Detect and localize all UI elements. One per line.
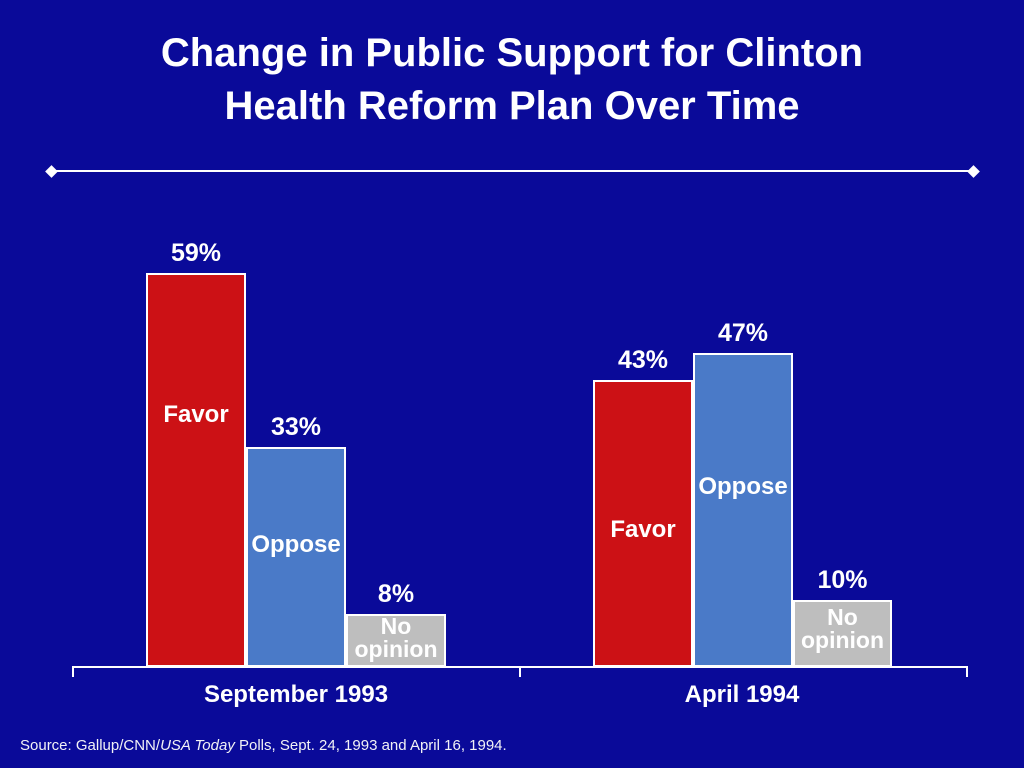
bar-value-label: 33% <box>270 413 322 441</box>
bar-april-1994-oppose: 47% <box>693 319 793 667</box>
page-title-line-2: Health Reform Plan Over Time <box>224 84 800 128</box>
bar-value-label: 43% <box>617 346 669 374</box>
source-note: Source: Gallup/CNN/USA Today Polls, Sept… <box>20 737 507 754</box>
bar-april-1994-favor: 43% <box>593 346 693 667</box>
bar-value-label: 47% <box>717 319 769 347</box>
bar-april-1994-no-opinion: 10% <box>793 566 892 667</box>
bar-series-label-no-opinion: No opinion <box>354 613 438 662</box>
bar-value-label: 8% <box>377 580 415 608</box>
x-axis-tick <box>519 666 521 677</box>
x-axis-tick <box>72 666 74 677</box>
category-label-september-1993: September 1993 <box>203 681 389 708</box>
source-note-prefix: Source: Gallup/CNN/ <box>20 737 161 754</box>
bar-series-label-favor: Favor <box>163 401 229 428</box>
bar-value-label: 59% <box>170 239 222 267</box>
divider-diamond-left-icon <box>44 164 58 178</box>
bar-series-label-no-opinion: No opinion <box>800 604 885 653</box>
divider-diamond-right-icon <box>966 164 980 178</box>
page-title: Change in Public Support for Clinton Hea… <box>0 27 1024 133</box>
x-axis-tick <box>966 666 968 677</box>
source-note-publication: USA Today <box>160 737 235 754</box>
page-title-line-1: Change in Public Support for Clinton <box>160 31 864 75</box>
source-note-suffix: Polls, Sept. 24, 1993 and April 16, 1994… <box>234 737 507 754</box>
bar-series-label-oppose: Oppose <box>698 473 788 500</box>
bar-series-label-oppose: Oppose <box>251 531 341 558</box>
bar-series-label-favor: Favor <box>610 516 676 543</box>
title-divider-line <box>44 164 980 178</box>
bar-september-1993-no-opinion: 8% <box>346 580 446 667</box>
category-label-april-1994: April 1994 <box>684 681 800 708</box>
bar-value-label: 10% <box>817 566 868 594</box>
bar-september-1993-favor: 59% <box>146 239 246 667</box>
